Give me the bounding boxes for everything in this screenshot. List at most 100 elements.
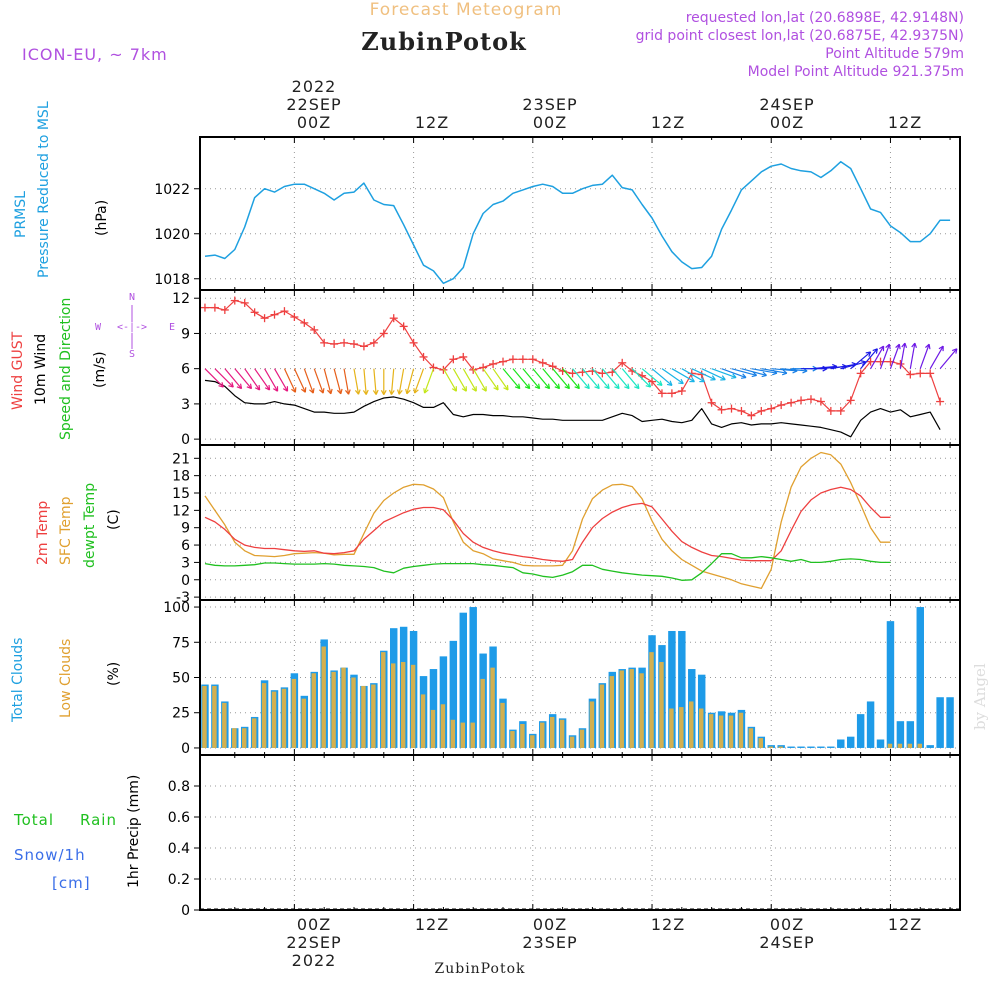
wind-dir-arrow [363, 368, 367, 395]
wind-dir-arrowhead [330, 388, 333, 394]
wind-dir-arrow [591, 368, 610, 389]
wind-dir-arrow [701, 368, 726, 381]
total-cloud-bar [926, 745, 934, 748]
wind-dir-arrow [542, 368, 560, 389]
low-cloud-bar [331, 671, 336, 748]
wind-dir-arrowhead [365, 389, 369, 395]
total-cloud-bar [946, 697, 954, 748]
bottom-tick-2: 12Z [415, 915, 449, 934]
wind-dir-arrowhead [772, 372, 778, 376]
wind-dir-arrowhead [761, 374, 767, 378]
wind-dir-arrow [721, 368, 747, 379]
wind-dir-arrow [691, 368, 716, 381]
wind-dir-arrowhead [405, 388, 408, 394]
wind-dir-arrow [681, 368, 705, 383]
wind-dir-arrowhead [802, 370, 808, 374]
low-cloud-bar [430, 709, 436, 748]
y-tick-label: 0.8 [168, 779, 190, 795]
wind-dir-arrow [711, 368, 737, 379]
low-cloud-bar [291, 678, 297, 748]
model-label: ICON-EU, ~ 7km [22, 45, 168, 64]
wind-dir-arrowhead [567, 383, 570, 389]
wind-dir-arrowhead [888, 344, 891, 350]
t-side-label-1: 2m Temp [35, 501, 51, 565]
y-tick-label: 50 [172, 671, 190, 687]
y-tick-label: 21 [172, 451, 190, 467]
wind-dir-arrowhead [885, 343, 890, 348]
total-cloud-bar [777, 745, 785, 748]
low-cloud-bar [212, 685, 217, 748]
total-cloud-bar [817, 746, 825, 748]
wind-dir-arrowhead [721, 375, 726, 381]
r-unit-label: 1hr Precip (mm) [126, 775, 142, 888]
low-cloud-bar [341, 667, 346, 748]
y-tick-label: 75 [172, 635, 190, 651]
top-tick-4: 12Z [651, 113, 685, 132]
wind-dir-arrowhead [868, 351, 872, 357]
y-tick-label: 1022 [154, 182, 190, 198]
wind-dir-arrowhead [451, 388, 457, 392]
wind-dir-arrow [313, 368, 324, 394]
wind-dir-arrowhead [322, 388, 325, 394]
low-cloud-bar [698, 708, 704, 748]
p-side-label-1: PRMSL [13, 191, 29, 238]
total-cloud-bar [797, 746, 805, 748]
wind-dir-arrowhead [236, 386, 242, 390]
t-side-label-2: SFC Temp [58, 496, 74, 565]
wind-dir-arrowhead [272, 388, 278, 392]
wind-dir-arrowhead [904, 342, 908, 348]
y-tick-label: 0 [181, 573, 190, 589]
wind-dir-arrowhead [218, 385, 224, 388]
y-tick-label: 1020 [154, 227, 190, 243]
low-cloud-bar [669, 708, 674, 748]
wind-dir-arrowhead [691, 377, 695, 382]
total-cloud-bar [886, 621, 895, 748]
wind-dir-arrowhead [354, 389, 359, 395]
wind-dir-arrowhead [678, 382, 684, 385]
wind-dir-arrowhead [258, 384, 261, 391]
wind-dir-arrowhead [423, 388, 426, 394]
pressure-line [204, 160, 951, 285]
y-tick-label: 12 [172, 291, 190, 307]
low-cloud-bar [917, 743, 922, 748]
y-tick-label: 0.2 [168, 872, 190, 888]
wind-dir-arrowhead [547, 383, 551, 389]
wind-dir-arrowhead [577, 383, 580, 389]
wind-dir-arrow [234, 368, 252, 389]
bottom-day-1: 22SEP [286, 933, 341, 952]
wind-dir-arrowhead [584, 386, 590, 390]
wind-dir-arrow [582, 368, 600, 389]
wind-dir-arrow [830, 363, 857, 370]
wind-dir-arrow [572, 368, 590, 389]
wind-dir-arrowhead [249, 383, 253, 389]
wind-dir-arrow [631, 368, 651, 388]
wind-dir-arrowhead [914, 342, 918, 348]
top-tick-2: 12Z [415, 113, 449, 132]
compass-w: W [95, 322, 102, 333]
wind-dir-arrow [761, 368, 788, 374]
wind-dir-arrowhead [751, 374, 757, 378]
w-unit-label: (m/s) [92, 351, 108, 388]
wind-dir-arrowhead [680, 378, 684, 384]
wind-dir-arrowhead [740, 376, 747, 379]
wind-dir-arrow [472, 368, 487, 392]
wind-dir-arrowhead [340, 388, 343, 394]
wind-dir-arrow [879, 344, 890, 369]
wind-dir-arrowhead [357, 389, 361, 395]
wind-dir-arrowhead [564, 386, 570, 390]
wind-dir-arrow [273, 368, 289, 392]
low-cloud-bar [321, 646, 326, 748]
low-cloud-bar [232, 728, 237, 748]
point-altitude: Point Altitude 579m [825, 46, 964, 62]
panel-frame [199, 136, 961, 291]
wind-dir-arrow [323, 368, 332, 394]
low-cloud-bar [351, 677, 356, 748]
w-side-label-3: Speed and Direction [58, 298, 74, 440]
wind-dir-arrow [452, 368, 467, 392]
low-cloud-bar [520, 724, 525, 748]
wind-dir-arrow [731, 368, 757, 376]
wind-dir-arrowhead [221, 382, 224, 388]
wind-dir-arrow [343, 368, 350, 395]
wind-dir-arrowhead [461, 388, 467, 392]
wind-dir-arrowhead [879, 345, 884, 350]
